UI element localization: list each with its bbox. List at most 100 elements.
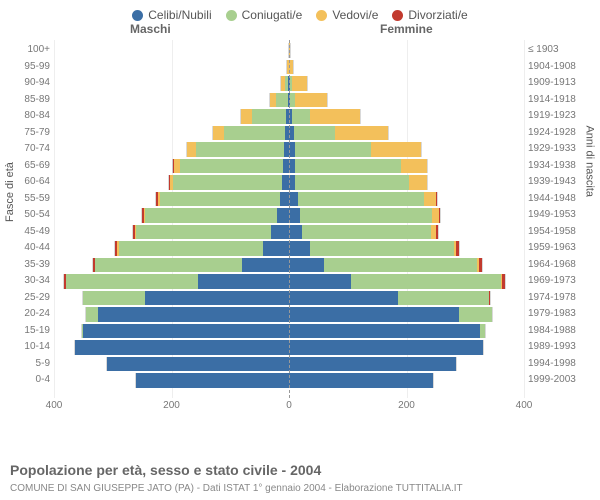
bar-female: [289, 126, 389, 141]
bar-segment: [439, 208, 440, 223]
age-label: 5-9: [12, 356, 50, 373]
bar-segment: [289, 274, 351, 289]
year-label: 1959-1963: [528, 240, 586, 257]
year-label: 1979-1983: [528, 306, 586, 323]
bar-male: [155, 192, 289, 207]
year-label: ≤ 1903: [528, 42, 586, 59]
legend-swatch: [316, 10, 327, 21]
bar-segment: [276, 93, 288, 108]
bar-segment: [424, 192, 436, 207]
bar-female: [289, 291, 491, 306]
bar-female: [289, 208, 441, 223]
bar-male: [186, 142, 289, 157]
year-label: 1914-1918: [528, 92, 586, 109]
year-label: 1929-1933: [528, 141, 586, 158]
bar-segment: [300, 208, 432, 223]
bar-segment: [145, 208, 277, 223]
bar-segment: [252, 109, 286, 124]
year-label: 1924-1928: [528, 125, 586, 142]
bar-segment: [242, 258, 289, 273]
legend-swatch: [226, 10, 237, 21]
year-label: 1969-1973: [528, 273, 586, 290]
age-label: 40-44: [12, 240, 50, 257]
age-label: 60-64: [12, 174, 50, 191]
bar-segment: [83, 324, 289, 339]
bar-segment: [289, 192, 298, 207]
year-label: 1974-1978: [528, 290, 586, 307]
bar-segment: [187, 142, 196, 157]
bar-male: [280, 76, 289, 91]
bar-female: [289, 192, 438, 207]
bar-male: [74, 340, 289, 355]
year-label: 1989-1993: [528, 339, 586, 356]
chart: Maschi Femmine Fasce di età Anni di nasc…: [0, 22, 600, 440]
bar-segment: [292, 109, 310, 124]
legend-label: Vedovi/e: [332, 8, 378, 22]
bar-segment: [280, 192, 289, 207]
age-label: 20-24: [12, 306, 50, 323]
age-label: 35-39: [12, 257, 50, 274]
x-tick: 200: [163, 400, 180, 411]
bar-segment: [480, 324, 485, 339]
legend-swatch: [132, 10, 143, 21]
subcaption: COMUNE DI SAN GIUSEPPE JATO (PA) - Dati …: [10, 483, 463, 494]
female-header: Femmine: [380, 22, 433, 36]
bar-segment: [145, 291, 289, 306]
x-tick: 400: [516, 400, 533, 411]
bar-female: [289, 109, 361, 124]
year-label: 1909-1913: [528, 75, 586, 92]
bar-segment: [196, 142, 284, 157]
bar-segment: [289, 258, 324, 273]
year-label: 1994-1998: [528, 356, 586, 373]
legend-item: Celibi/Nubili: [132, 8, 211, 22]
bar-segment: [98, 307, 289, 322]
bar-segment: [136, 225, 271, 240]
bar-segment: [502, 274, 505, 289]
bar-segment: [335, 126, 388, 141]
bar-male: [63, 274, 289, 289]
bar-female: [289, 307, 493, 322]
bar-segment: [271, 225, 289, 240]
year-label: 1954-1958: [528, 224, 586, 241]
bar-segment: [289, 208, 300, 223]
legend-item: Vedovi/e: [316, 8, 378, 22]
age-label: 25-29: [12, 290, 50, 307]
year-label: 1934-1938: [528, 158, 586, 175]
year-label: 1964-1968: [528, 257, 586, 274]
bar-segment: [289, 241, 310, 256]
legend-label: Celibi/Nubili: [148, 8, 211, 22]
bar-segment: [295, 142, 371, 157]
bar-segment: [86, 307, 98, 322]
bar-segment: [289, 225, 302, 240]
bar-male: [135, 373, 289, 388]
bar-segment: [66, 274, 198, 289]
bar-male: [141, 208, 289, 223]
legend-item: Coniugati/e: [226, 8, 303, 22]
bar-segment: [173, 175, 282, 190]
x-tick: 200: [398, 400, 415, 411]
bar-segment: [409, 175, 427, 190]
bar-segment: [83, 291, 145, 306]
bar-male: [92, 258, 289, 273]
bar-segment: [263, 241, 289, 256]
legend-swatch: [392, 10, 403, 21]
bar-female: [289, 175, 428, 190]
bar-segment: [294, 126, 335, 141]
bar-male: [106, 357, 289, 372]
bar-segment: [107, 357, 289, 372]
age-label: 55-59: [12, 191, 50, 208]
bar-female: [289, 340, 484, 355]
bar-female: [289, 373, 434, 388]
bar-segment: [289, 324, 480, 339]
bar-segment: [310, 241, 454, 256]
male-header: Maschi: [130, 22, 171, 36]
bar-segment: [436, 225, 438, 240]
bar-female: [289, 274, 506, 289]
x-tick: 0: [286, 400, 292, 411]
bar-male: [132, 225, 289, 240]
bar-male: [269, 93, 289, 108]
bar-segment: [479, 258, 482, 273]
bar-male: [172, 159, 289, 174]
bar-female: [289, 76, 308, 91]
center-line: [289, 40, 290, 398]
